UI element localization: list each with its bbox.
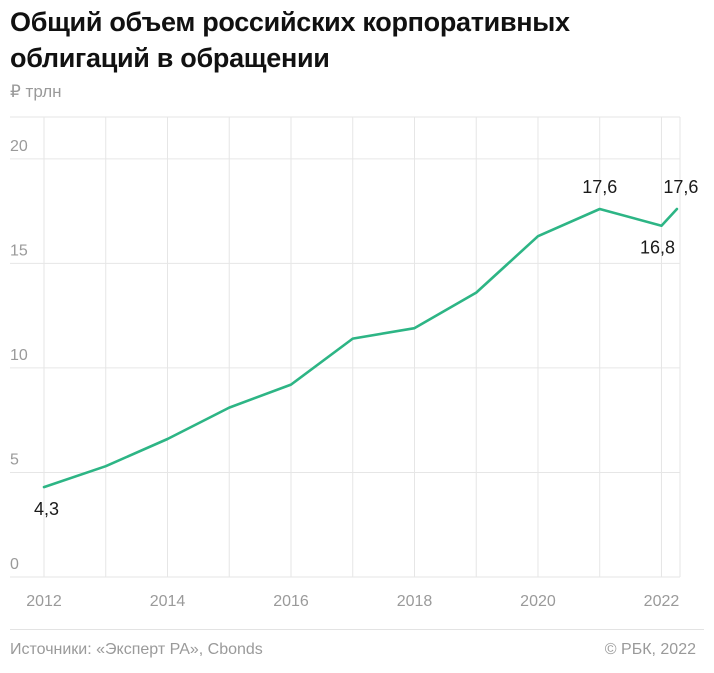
x-tick-label: 2022 xyxy=(644,593,680,610)
line-chart: 0 5 10 15 20 2012 2014 2016 2018 2020 2022 4,3 17,6 1… xyxy=(10,116,698,610)
unit-label: ₽ трлн xyxy=(10,82,62,101)
data-label: 17,6 xyxy=(663,177,698,197)
x-tick-label: 2020 xyxy=(520,593,556,610)
chart-title: Общий объем российских корпоративных обл… xyxy=(10,7,570,73)
footer-divider xyxy=(10,629,704,630)
copyright: © РБК, 2022 xyxy=(604,641,696,658)
y-tick-label: 10 xyxy=(10,347,28,364)
data-label: 17,6 xyxy=(582,177,617,197)
x-tick-label: 2012 xyxy=(26,593,62,610)
y-tick-label: 15 xyxy=(10,242,28,259)
data-label: 16,8 xyxy=(640,238,675,258)
y-tick-label: 20 xyxy=(10,138,28,155)
data-label: 4,3 xyxy=(34,499,59,519)
source-note: Источники: «Эксперт РА», Cbonds xyxy=(10,641,263,658)
y-tick-label: 5 xyxy=(10,451,19,468)
series-line xyxy=(42,207,679,489)
x-tick-label: 2016 xyxy=(273,593,309,610)
x-tick-label: 2014 xyxy=(150,593,186,610)
x-tick-label: 2018 xyxy=(397,593,433,610)
y-tick-label: 0 xyxy=(10,556,19,573)
